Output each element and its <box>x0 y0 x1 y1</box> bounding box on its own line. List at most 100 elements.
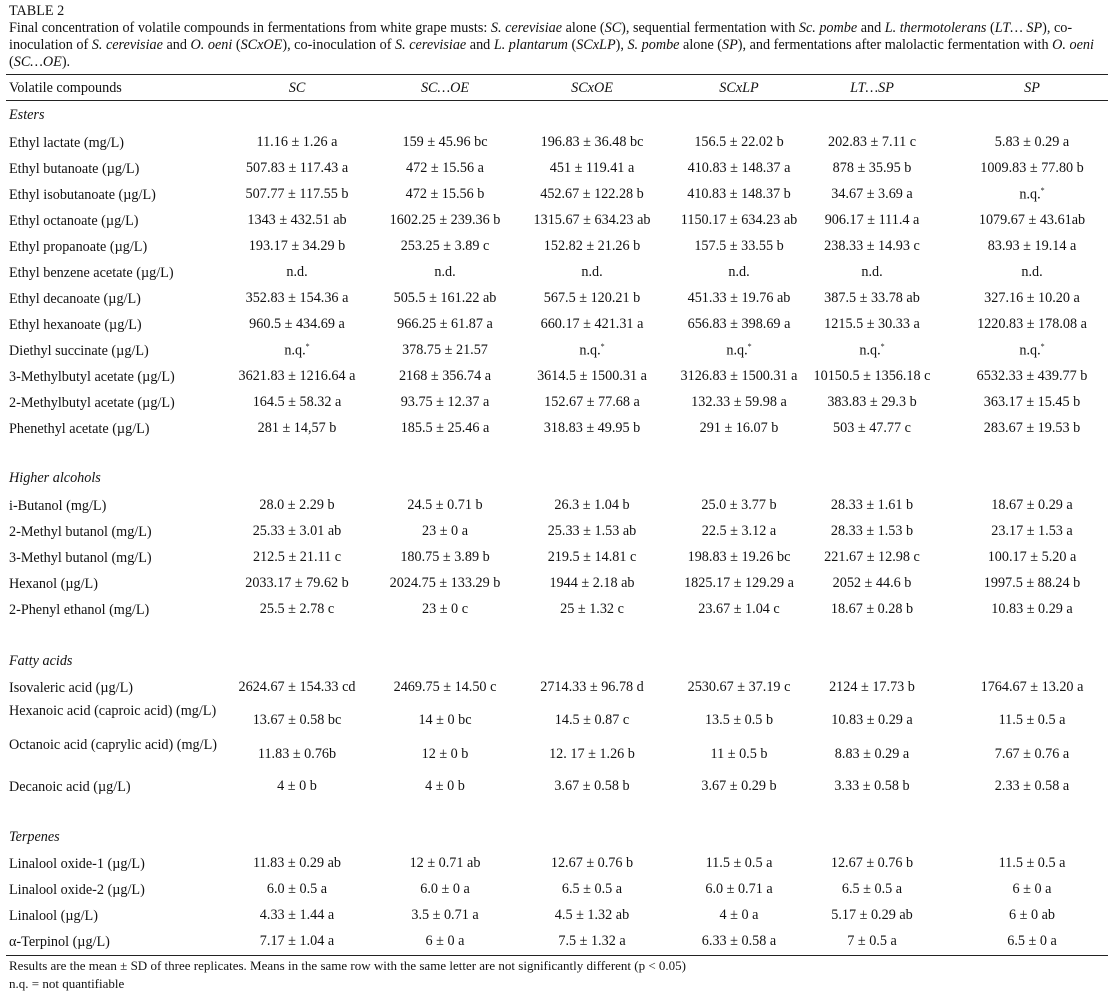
table-cell: 1150.17 ± 634.23 ab <box>680 212 798 228</box>
table-cell: 3.67 ± 0.58 b <box>554 778 630 794</box>
caption-part: O. oeni <box>1052 37 1094 53</box>
table-cell: 5.17 ± 0.29 ab <box>831 907 913 923</box>
table-cell: 18.67 ± 0.29 a <box>991 497 1073 513</box>
table-cell: 11.16 ± 1.26 a <box>256 134 338 150</box>
table-cell: 7 ± 0.5 a <box>847 933 897 949</box>
table-cell: 363.17 ± 15.45 b <box>983 394 1081 410</box>
table-cell: 6532.33 ± 439.77 b <box>976 368 1088 384</box>
table-cell: 196.83 ± 36.48 bc <box>540 134 644 150</box>
table-cell: 966.25 ± 61.87 a <box>397 316 493 332</box>
table-cell: 10150.5 ± 1356.18 c <box>813 368 931 384</box>
table-cell: 25.5 ± 2.78 c <box>259 601 335 617</box>
table-cell: n.q.* <box>1019 186 1045 203</box>
table-cell: 283.67 ± 19.53 b <box>983 420 1081 436</box>
row-label: Linalool oxide-2 (µg/L) <box>9 882 145 898</box>
caption-part: SCxLP <box>576 37 616 53</box>
caption-part: SP <box>722 37 738 53</box>
table-cell: 8.83 ± 0.29 a <box>834 746 910 762</box>
table-cell: 156.5 ± 22.02 b <box>694 134 784 150</box>
caption-part: and <box>466 37 494 53</box>
table-cell: 185.5 ± 25.46 a <box>400 420 490 436</box>
table-cell: 291 ± 16.07 b <box>699 420 779 436</box>
row-label: 3-Methyl butanol (mg/L) <box>9 550 152 566</box>
table-cell: 28.33 ± 1.61 b <box>830 497 914 513</box>
table-cell: 93.75 ± 12.37 a <box>400 394 490 410</box>
table-cell: 6.5 ± 0.5 a <box>561 881 623 897</box>
top-rule <box>6 74 1108 75</box>
table-cell: 12 ± 0 b <box>421 746 469 762</box>
table-cell: n.q.* <box>284 342 310 359</box>
table-cell: 452.67 ± 122.28 b <box>540 186 644 202</box>
table-cell: 4.5 ± 1.32 ab <box>554 907 630 923</box>
table-cell: 13.5 ± 0.5 b <box>704 712 774 728</box>
column-header-compounds: Volatile compounds <box>9 80 122 96</box>
table-cell: 4 ± 0 b <box>425 778 465 794</box>
table-cell: 507.77 ± 117.55 b <box>245 186 349 202</box>
table-cell: 1343 ± 432.51 ab <box>247 212 347 228</box>
table-cell: 6.33 ± 0.58 a <box>701 933 777 949</box>
table-cell: 6 ± 0 a <box>1012 881 1052 897</box>
table-cell: 503 ± 47.77 c <box>833 420 911 436</box>
column-header: SC <box>288 80 306 96</box>
caption-part: Final concentration of volatile compound… <box>9 20 491 36</box>
row-label: 2-Methyl butanol (mg/L) <box>9 524 152 540</box>
table-label: TABLE 2 <box>9 3 65 19</box>
table-cell: 11.5 ± 0.5 a <box>998 855 1066 871</box>
table-cell: 25.33 ± 1.53 ab <box>547 523 637 539</box>
table-cell: 12.67 ± 0.76 b <box>830 855 914 871</box>
table-cell: 4 ± 0 b <box>277 778 317 794</box>
table-cell: 1602.25 ± 239.36 b <box>389 212 501 228</box>
row-label: 2-Methylbutyl acetate (µg/L) <box>9 395 175 411</box>
table-cell: 14.5 ± 0.87 c <box>554 712 630 728</box>
table-cell: 6.0 ± 0.5 a <box>266 881 328 897</box>
table-cell: 2530.67 ± 37.19 c <box>687 679 791 695</box>
row-label: Linalool (µg/L) <box>9 908 98 924</box>
table-cell: 3.33 ± 0.58 b <box>834 778 910 794</box>
table-cell: 3.67 ± 0.29 b <box>701 778 777 794</box>
table-cell: 25 ± 1.32 c <box>560 601 624 617</box>
caption-part: Sc. pombe <box>798 20 858 36</box>
column-header: LT…SP <box>850 80 894 96</box>
row-label: Ethyl butanoate (µg/L) <box>9 161 140 177</box>
caption-part: and <box>162 37 191 53</box>
table-caption: Final concentration of volatile compound… <box>9 20 1105 71</box>
table-cell: 100.17 ± 5.20 a <box>987 549 1077 565</box>
caption-part: L. plantarum <box>493 37 568 53</box>
caption-part: S. cerevisiae <box>91 37 163 53</box>
table-cell: n.d. <box>861 264 883 280</box>
row-label: Ethyl decanoate (µg/L) <box>9 291 141 307</box>
table-cell: 451 ± 119.41 a <box>549 160 635 176</box>
row-label: Octanoic acid (caprylic acid) (mg/L) <box>9 737 217 753</box>
table-cell: 1220.83 ± 178.08 a <box>977 316 1087 332</box>
table-cell: 1315.67 ± 634.23 ab <box>533 212 651 228</box>
caption-part: ). <box>61 54 71 70</box>
table-cell: 25.0 ± 3.77 b <box>701 497 777 513</box>
table-cell: 11.5 ± 0.5 a <box>705 855 773 871</box>
table-cell: 6 ± 0 a <box>425 933 465 949</box>
table-cell: 164.5 ± 58.32 a <box>252 394 342 410</box>
caption-part: S. pombe <box>627 37 680 53</box>
table-cell: 28.0 ± 2.29 b <box>259 497 335 513</box>
table-cell: 4 ± 0 a <box>719 907 759 923</box>
table-cell: 152.82 ± 21.26 b <box>543 238 641 254</box>
table-cell: n.d. <box>434 264 456 280</box>
section-heading: Terpenes <box>9 829 60 845</box>
table-cell: 567.5 ± 120.21 b <box>543 290 641 306</box>
table-cell: 1764.67 ± 13.20 a <box>980 679 1084 695</box>
table-cell: 352.83 ± 154.36 a <box>245 290 349 306</box>
table-cell: 451.33 ± 19.76 ab <box>687 290 791 306</box>
table-cell: 410.83 ± 148.37 b <box>687 186 791 202</box>
table-cell: 157.5 ± 33.55 b <box>694 238 784 254</box>
table-cell: 7.17 ± 1.04 a <box>259 933 335 949</box>
table-cell: 1079.67 ± 43.61ab <box>978 212 1086 228</box>
table-cell: 132.33 ± 59.98 a <box>691 394 787 410</box>
table-cell: 11 ± 0.5 b <box>710 746 768 762</box>
row-label: 2-Phenyl ethanol (mg/L) <box>9 602 150 618</box>
table-cell: 4.33 ± 1.44 a <box>259 907 335 923</box>
row-label: α-Terpinol (µg/L) <box>9 934 110 950</box>
table-cell: 12 ± 0.71 ab <box>409 855 481 871</box>
caption-part: ( <box>986 20 995 36</box>
table-cell: 2469.75 ± 14.50 c <box>393 679 497 695</box>
table-cell: 387.5 ± 33.78 ab <box>824 290 920 306</box>
